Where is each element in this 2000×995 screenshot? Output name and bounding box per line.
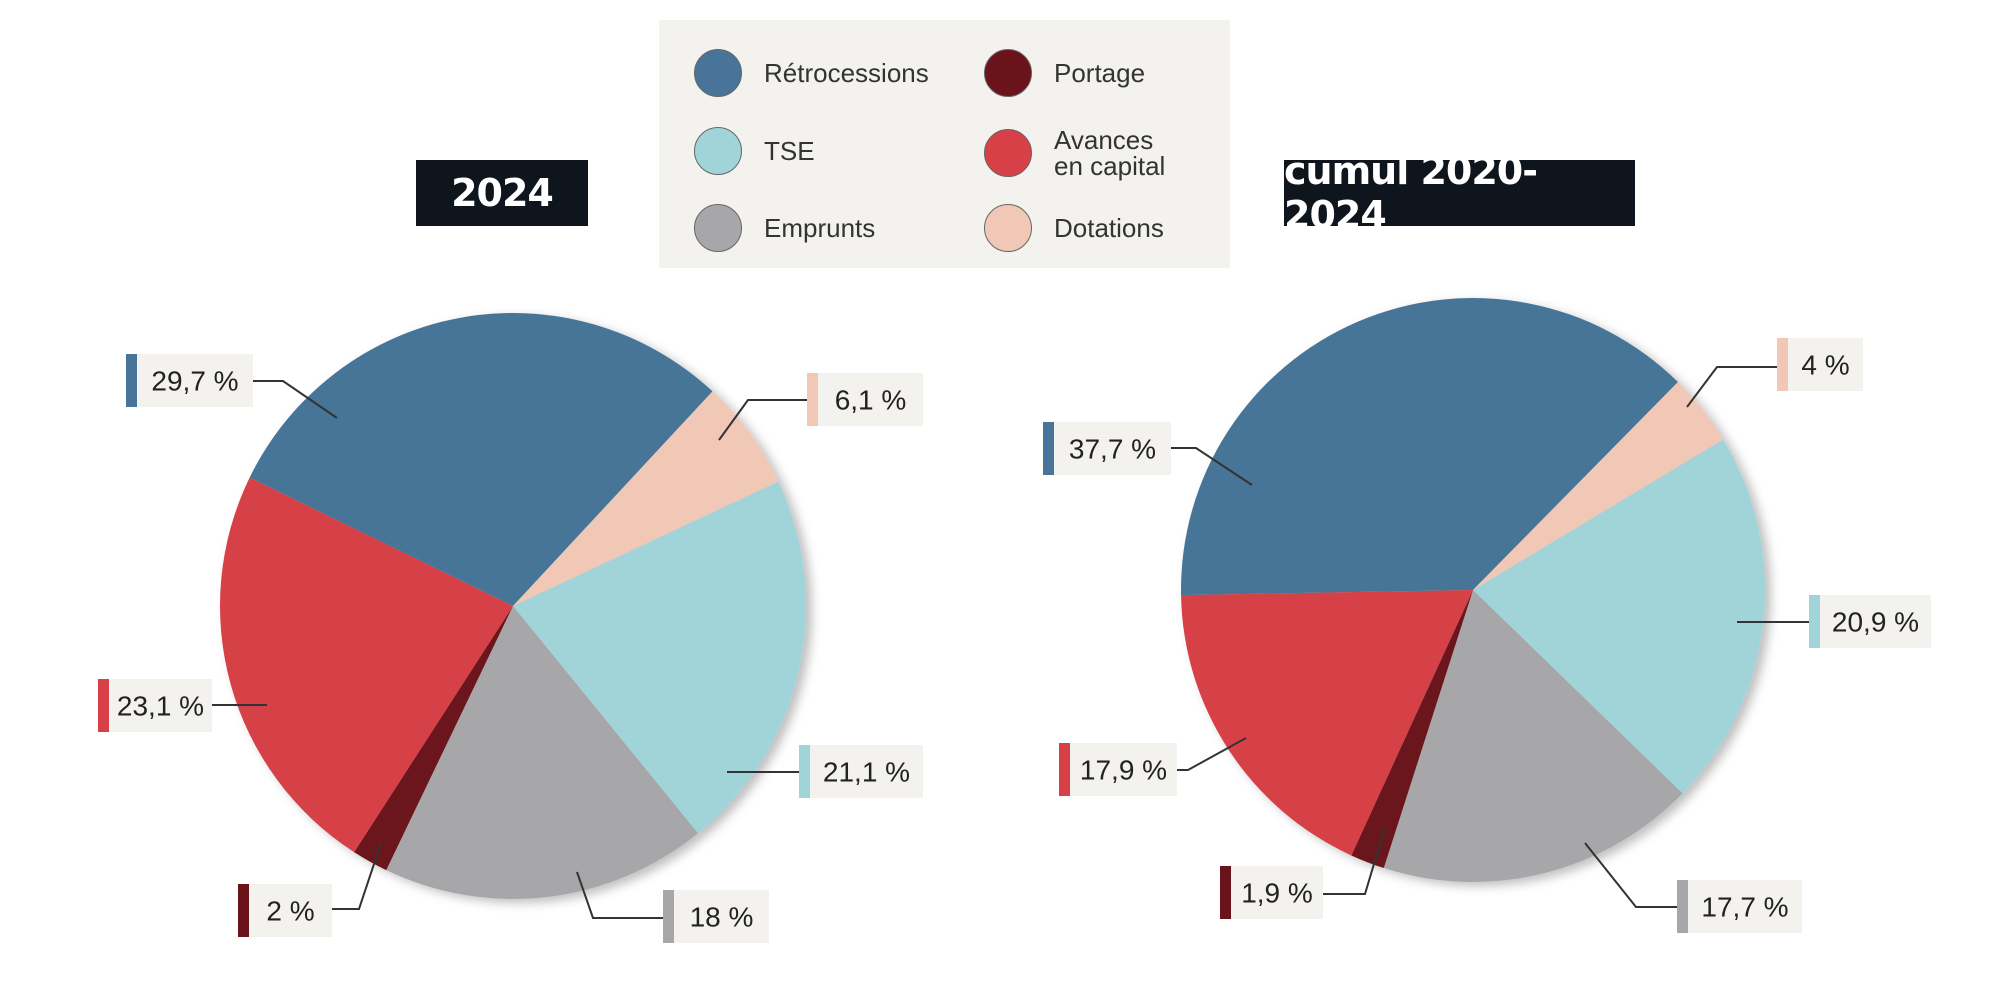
data-label-swatch	[663, 890, 674, 943]
leader-line	[1171, 447, 1253, 486]
data-label: 1,9 %	[1241, 878, 1313, 909]
legend-item-portage: Portage	[984, 49, 1145, 97]
legend-item-emprunts: Emprunts	[694, 204, 875, 252]
leader-line	[1177, 737, 1247, 771]
legend-label: Rétrocessions	[764, 58, 929, 88]
data-label-box	[807, 373, 923, 426]
pie-slice-portage	[354, 606, 513, 871]
leader-line	[576, 871, 663, 919]
data-label-swatch	[1777, 338, 1788, 391]
pie-slice-tse	[1473, 439, 1765, 794]
pie-slice-emprunts	[386, 606, 699, 899]
data-label-box	[98, 679, 212, 732]
leader-line	[1323, 826, 1386, 895]
legend-swatch	[694, 49, 742, 97]
legend-item-retrocessions: Rétrocessions	[694, 49, 929, 97]
data-label-box	[1059, 743, 1177, 796]
data-label-swatch	[238, 884, 249, 937]
pie-slice-r-trocessions	[249, 312, 713, 606]
data-label-swatch	[1677, 880, 1688, 933]
data-label: 18 %	[690, 902, 754, 933]
legend-label: Avances en capital	[1054, 125, 1166, 181]
data-label-box	[1777, 338, 1863, 391]
legend-label: Dotations	[1054, 213, 1164, 243]
chart-title-2024: 2024	[416, 160, 588, 226]
leader-line	[1584, 842, 1677, 908]
data-label: 17,9 %	[1080, 755, 1167, 786]
data-label: 37,7 %	[1069, 434, 1156, 465]
data-label-box	[663, 890, 769, 943]
data-label: 29,7 %	[151, 366, 238, 397]
legend-item-tse: TSE	[694, 127, 815, 175]
data-label-swatch	[807, 373, 818, 426]
pie-slice-tse	[513, 481, 806, 834]
data-label-box	[1220, 866, 1323, 919]
data-label-swatch	[1220, 866, 1231, 919]
legend-label: TSE	[764, 136, 815, 166]
data-label: 2 %	[266, 896, 314, 927]
leader-line	[1686, 366, 1777, 408]
pie-1	[1181, 297, 1765, 882]
data-label-swatch	[1809, 595, 1820, 648]
data-label-box	[1809, 595, 1931, 648]
leader-line	[253, 380, 338, 419]
leader-line	[718, 399, 807, 441]
legend-swatch	[984, 204, 1032, 252]
legend-item-dotations: Dotations	[984, 204, 1164, 252]
legend-label: Emprunts	[764, 213, 876, 243]
data-label-box	[799, 745, 923, 798]
data-label-box	[1043, 422, 1171, 475]
leader-line	[332, 842, 382, 910]
pie-slice-portage	[1351, 590, 1473, 869]
legend-swatch	[984, 49, 1032, 97]
data-label: 23,1 %	[117, 691, 204, 722]
data-label-swatch	[799, 745, 810, 798]
pie-0	[219, 312, 806, 899]
data-label-box	[126, 354, 253, 407]
pie-slice-avances-en-capital	[219, 477, 514, 853]
legend-swatch	[694, 127, 742, 175]
pie-slice-avances-en-capital	[1181, 590, 1473, 856]
pie-slice-dotations	[513, 391, 779, 606]
data-label-swatch	[1059, 743, 1070, 796]
legend: Rétrocessions TSE Emprunts Portage Avanc…	[659, 20, 1230, 268]
legend-label: Portage	[1054, 58, 1146, 88]
pie-slice-r-trocessions	[1181, 297, 1678, 596]
data-label: 6,1 %	[835, 385, 907, 416]
data-label-swatch	[126, 354, 137, 407]
data-label-box	[238, 884, 332, 937]
data-label: 4 %	[1801, 350, 1849, 381]
pie-slice-emprunts	[1383, 590, 1683, 882]
data-label: 21,1 %	[823, 757, 910, 788]
data-label-box	[1677, 880, 1802, 933]
data-label-swatch	[1043, 422, 1054, 475]
data-label: 17,7 %	[1701, 892, 1788, 923]
legend-swatch	[694, 204, 742, 252]
legend-swatch	[984, 129, 1032, 177]
data-label-swatch	[98, 679, 109, 732]
data-label: 20,9 %	[1832, 607, 1919, 638]
legend-item-avances: Avances en capital	[984, 127, 1165, 179]
pie-slice-dotations	[1473, 382, 1724, 590]
